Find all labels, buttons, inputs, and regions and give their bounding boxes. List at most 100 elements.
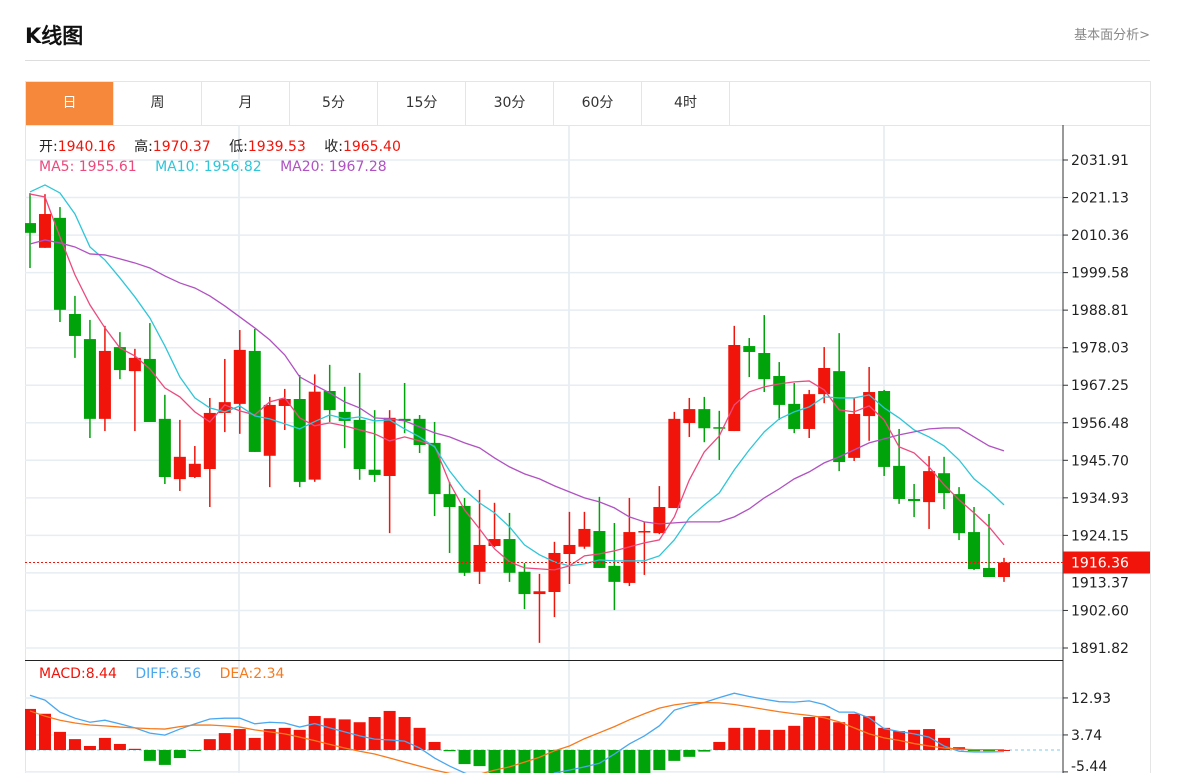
candle — [293, 374, 306, 488]
candle-body — [443, 494, 456, 507]
macd-bar — [863, 716, 876, 750]
candle-body — [668, 418, 681, 509]
macd-bar — [698, 750, 711, 752]
ma20-value: 1967.28 — [328, 159, 387, 175]
macd-readout: MACD:8.44 DIFF:6.56 DEA:2.34 — [39, 666, 284, 682]
candle — [518, 563, 531, 610]
macd-bar — [233, 729, 246, 750]
macd-bar — [83, 745, 96, 750]
candle — [638, 521, 651, 575]
candle — [443, 481, 456, 553]
candle-body — [488, 539, 501, 547]
candle — [623, 497, 636, 587]
candle-body — [158, 418, 171, 478]
candle-body — [233, 349, 246, 404]
candle — [668, 411, 681, 509]
macd-bar — [143, 750, 156, 761]
candle — [248, 328, 261, 452]
ma5-value: 1955.61 — [78, 159, 137, 175]
fundamental-analysis-link[interactable]: 基本面分析> — [1074, 28, 1150, 43]
tab-30min[interactable]: 30分 — [466, 82, 554, 125]
candle-body — [578, 528, 591, 547]
macd-bar — [788, 725, 801, 750]
candle — [338, 386, 351, 449]
macd-value: 8.44 — [85, 666, 117, 682]
candle-body — [83, 339, 96, 419]
tab-4hour[interactable]: 4时 — [642, 82, 730, 125]
macd-bar — [428, 741, 441, 750]
price-axis-label: 1891.82 — [1071, 641, 1129, 657]
candle — [893, 428, 906, 504]
macd-axis-label: 12.93 — [1071, 691, 1111, 707]
candle-body — [25, 223, 36, 233]
macd-bar — [758, 729, 771, 750]
macd-bar — [683, 750, 696, 757]
macd-bar — [458, 750, 471, 765]
kline-chart-area[interactable] — [25, 125, 1151, 773]
candle-body — [698, 409, 711, 429]
price-axis-label: 2010.36 — [1071, 228, 1129, 244]
candle-body — [113, 347, 126, 371]
macd-bar — [773, 729, 786, 750]
macd-bar — [833, 722, 846, 750]
macd-bar — [653, 750, 666, 771]
low-label: 低: — [229, 139, 248, 155]
macd-bar — [248, 737, 261, 750]
candle — [953, 487, 966, 541]
candle-body — [653, 506, 666, 534]
price-axis-label: 1945.70 — [1071, 453, 1129, 469]
candle — [25, 193, 36, 269]
ma20-line — [29, 239, 1005, 525]
macd-bar — [25, 708, 36, 750]
price-axis-label: 1978.03 — [1071, 341, 1129, 357]
candle — [353, 372, 366, 480]
macd-bar — [128, 748, 141, 750]
candle — [938, 456, 951, 510]
candle-body — [458, 505, 471, 573]
macd-bar — [533, 750, 546, 773]
candle — [113, 332, 126, 380]
macd-bar — [728, 727, 741, 750]
candle — [908, 483, 921, 518]
candle-body — [638, 531, 651, 533]
candle-body — [878, 390, 891, 467]
candle — [983, 513, 996, 578]
low-value: 1939.53 — [247, 139, 306, 155]
candle-body — [623, 532, 636, 583]
candle-body — [938, 473, 951, 494]
candle — [458, 497, 471, 576]
macd-bar — [383, 710, 396, 750]
macd-bar — [503, 750, 516, 773]
macd-bar — [593, 750, 606, 773]
tab-day[interactable]: 日 — [26, 82, 114, 125]
candle — [878, 389, 891, 476]
tab-week[interactable]: 周 — [114, 82, 202, 125]
candle — [68, 295, 81, 358]
close-value: 1965.40 — [342, 139, 401, 155]
candle-body — [323, 390, 336, 411]
macd-bar — [548, 750, 561, 773]
tab-5min[interactable]: 5分 — [290, 82, 378, 125]
ma10-value: 1956.82 — [203, 159, 262, 175]
candle — [608, 523, 621, 611]
candle — [503, 512, 516, 582]
candle — [533, 573, 546, 643]
candle — [383, 410, 396, 534]
candle — [563, 511, 576, 584]
ma-lines — [29, 184, 1005, 571]
candle-body — [263, 404, 276, 456]
candle — [398, 382, 411, 434]
macd-bar — [473, 750, 486, 767]
tab-month[interactable]: 月 — [202, 82, 290, 125]
candle-body — [173, 456, 186, 480]
ma-readout: MA5: 1955.61 MA10: 1956.82 MA20: 1967.28 — [39, 159, 387, 175]
candle-body — [923, 471, 936, 503]
tab-60min[interactable]: 60分 — [554, 82, 642, 125]
ma20-label: MA20: — [280, 159, 325, 175]
macd-bar — [38, 713, 51, 750]
candle — [233, 330, 246, 434]
candle — [173, 419, 186, 491]
candle — [593, 496, 606, 568]
tab-15min[interactable]: 15分 — [378, 82, 466, 125]
